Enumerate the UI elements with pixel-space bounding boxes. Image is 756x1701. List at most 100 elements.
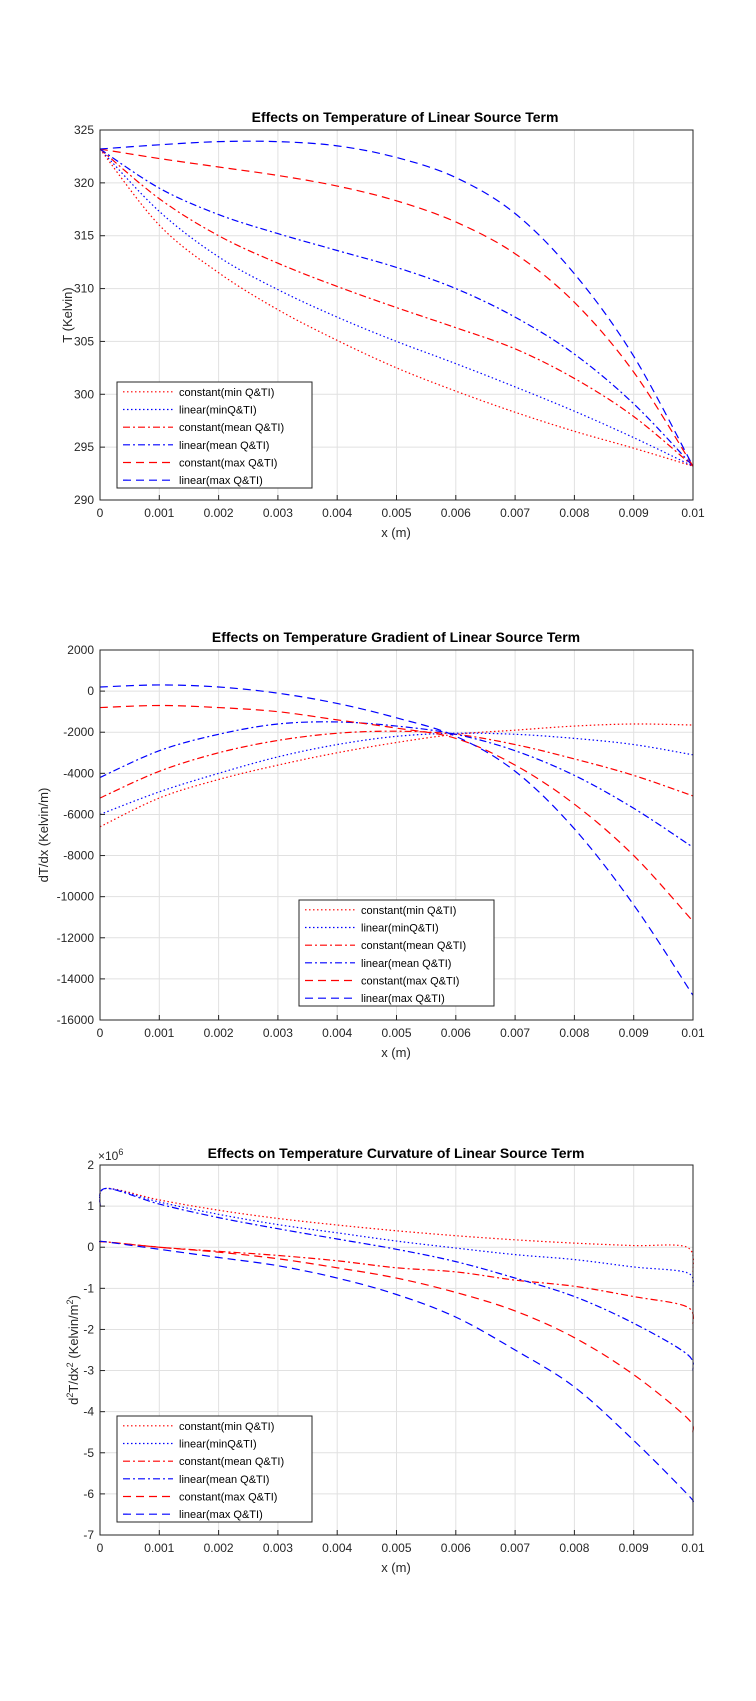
y-tick-label: -10000 [57,890,95,904]
x-tick-label: 0 [97,1541,104,1555]
x-tick-label: 0.004 [322,506,352,520]
x-tick-label: 0.006 [441,1541,471,1555]
series-line [99,140,694,467]
x-tick-label: 0.008 [559,506,589,520]
legend: constant(min Q&TI) linear(minQ&TI) constan… [116,381,313,489]
x-tick-label: 0.008 [559,1541,589,1555]
x-tick-label: 0.007 [500,506,530,520]
y-tick-label: -2 [83,1322,94,1336]
legend-label: constant(max Q&TI) [361,976,459,988]
x-tick-label: 0 [97,1026,104,1040]
series-line [99,730,694,799]
y-tick-label: -8000 [63,849,94,863]
x-tick-label: 0.005 [381,1026,411,1040]
legend-label: constant(mean Q&TI) [179,1456,284,1468]
legend-label: linear(max Q&TI) [361,993,445,1005]
x-tick-label: 0.01 [681,1541,705,1555]
series-line [99,1187,694,1371]
y-tick-label: 0 [87,1240,94,1254]
curvature-chart: Effects on Temperature Curvature of Line… [65,1145,705,1575]
y-tick-label: -4000 [63,766,94,780]
series-line [99,1240,694,1326]
y-tick-label: -2000 [63,725,94,739]
y-tick-label: 290 [74,493,94,507]
y-tick-label: -3 [83,1364,94,1378]
y-tick-label: 2 [87,1158,94,1172]
y-tick-label: -6000 [63,807,94,821]
legend-label: constant(mean Q&TI) [361,940,466,952]
chart-title: Effects on Temperature Gradient of Linea… [212,629,580,645]
legend-label: constant(min Q&TI) [361,905,456,917]
legend-label: constant(min Q&TI) [179,1421,274,1433]
legend-label: linear(minQ&TI) [179,405,257,417]
x-axis-label: x (m) [381,1045,411,1060]
x-tick-label: 0.003 [263,1541,293,1555]
y-axis-label: dT/dx (Kelvin/m) [36,788,51,883]
y-tick-label: 0 [87,684,94,698]
x-tick-label: 0.004 [322,1026,352,1040]
x-tick-label: 0.001 [144,1541,174,1555]
x-tick-label: 0.003 [263,506,293,520]
y-tick-label: -5 [83,1446,94,1460]
x-tick-label: 0.002 [204,1541,234,1555]
y-tick-label: 320 [74,176,94,190]
legend: constant(min Q&TI) linear(minQ&TI) constan… [298,899,495,1007]
y-tick-label: -12000 [57,931,95,945]
x-tick-label: 0.01 [681,1026,705,1040]
x-tick-label: 0.002 [204,506,234,520]
legend: constant(min Q&TI) linear(minQ&TI) constan… [116,1415,313,1523]
legend-label: linear(mean Q&TI) [361,958,451,970]
legend-label: constant(max Q&TI) [179,458,277,470]
series-line [99,1240,694,1433]
x-tick-label: 0.01 [681,506,705,520]
y-tick-label: -4 [83,1405,94,1419]
x-tick-label: 0.009 [619,506,649,520]
legend-label: linear(minQ&TI) [179,1439,257,1451]
x-tick-label: 0.008 [559,1026,589,1040]
x-tick-label: 0.004 [322,1541,352,1555]
legend-label: constant(max Q&TI) [179,1492,277,1504]
y-tick-label: -14000 [57,972,95,986]
series-line [99,1187,694,1273]
legend-label: constant(mean Q&TI) [179,422,284,434]
y-tick-label: -6 [83,1487,94,1501]
x-tick-label: 0.006 [441,1026,471,1040]
x-tick-label: 0.006 [441,506,471,520]
x-tick-label: 0.009 [619,1541,649,1555]
x-tick-label: 0.003 [263,1026,293,1040]
legend-label: linear(mean Q&TI) [179,1474,269,1486]
series-line [99,1187,694,1289]
y-axis-label: T (Kelvin) [60,287,75,342]
x-tick-label: 0.007 [500,1026,530,1040]
x-tick-label: 0.005 [381,506,411,520]
legend-label: linear(mean Q&TI) [179,440,269,452]
legend-box [298,899,495,1007]
y-tick-label: 1 [87,1199,94,1213]
series-line [99,721,694,848]
series-line [99,723,694,828]
x-tick-label: 0.001 [144,506,174,520]
legend-label: linear(max Q&TI) [179,475,263,487]
x-axis-label: x (m) [381,1560,411,1575]
y-tick-label: -1 [83,1281,94,1295]
y-axis-label: d2T/dx2 (Kelvin/m2) [65,1295,81,1405]
y-tick-label: -7 [83,1528,94,1542]
x-tick-label: 0.007 [500,1541,530,1555]
legend-box [116,1415,313,1523]
x-tick-label: 0 [97,506,104,520]
chart-title: Effects on Temperature of Linear Source … [252,109,559,125]
y-tick-label: 300 [74,387,94,401]
y-tick-label: 325 [74,123,94,137]
temperature-chart: Effects on Temperature of Linear Source … [60,109,705,540]
legend-label: linear(max Q&TI) [179,1509,263,1521]
series-line [99,148,694,467]
gradient-chart: Effects on Temperature Gradient of Linea… [36,629,705,1060]
x-tick-label: 0.002 [204,1026,234,1040]
series-line [99,148,694,467]
y-tick-label: 295 [74,440,94,454]
y-tick-label: 315 [74,229,94,243]
x-tick-label: 0.005 [381,1541,411,1555]
series-line [99,148,694,467]
y-tick-label: -16000 [57,1013,95,1027]
